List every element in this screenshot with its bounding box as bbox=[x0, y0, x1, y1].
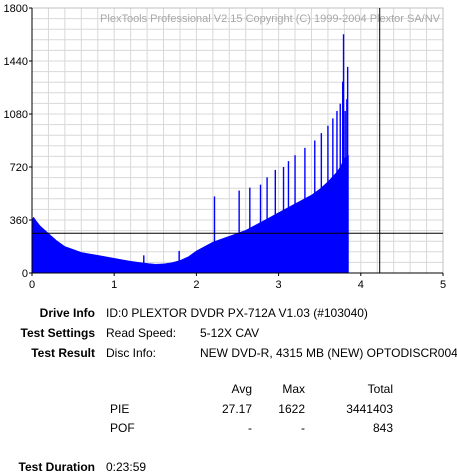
test-settings-label: Test Settings bbox=[20, 326, 95, 340]
read-speed-value: 5-12X CAV bbox=[200, 326, 260, 340]
test-duration-value: 0:23:59 bbox=[106, 460, 147, 474]
reference-lines bbox=[32, 8, 443, 273]
y-tick-label: 1080 bbox=[4, 109, 28, 121]
row-pie-name: PIE bbox=[110, 402, 130, 416]
plot-area bbox=[32, 8, 443, 273]
x-tick-label: 0 bbox=[29, 279, 35, 291]
y-tick-label: 1800 bbox=[4, 3, 28, 15]
drive-info-label: Drive Info bbox=[39, 306, 95, 320]
y-tick-label: 0 bbox=[22, 268, 28, 280]
read-speed-label: Read Speed: bbox=[106, 326, 177, 340]
row-pie-max: 1622 bbox=[278, 402, 305, 416]
disc-info-label: Disc Info: bbox=[106, 346, 157, 360]
pie-envelope-area bbox=[31, 154, 349, 274]
row-pie-total: 3441403 bbox=[346, 402, 393, 416]
x-tick-label: 4 bbox=[358, 279, 364, 291]
y-tick-label: 360 bbox=[10, 215, 28, 227]
y-tick-label: 720 bbox=[10, 162, 28, 174]
header-total: Total bbox=[367, 382, 393, 396]
y-tick-labels: 0 360 720 1080 1440 1800 bbox=[4, 3, 32, 280]
row-pof-name: POF bbox=[110, 421, 135, 435]
x-tick-label: 1 bbox=[111, 279, 117, 291]
header-avg: Avg bbox=[231, 382, 252, 396]
test-result-label: Test Result bbox=[31, 346, 95, 360]
y-tick-label: 1440 bbox=[4, 56, 28, 68]
x-tick-labels: 0 1 2 3 4 5 bbox=[29, 273, 446, 291]
test-duration-label: Test Duration bbox=[18, 460, 95, 474]
x-tick-label: 3 bbox=[276, 279, 282, 291]
x-tick-label: 2 bbox=[193, 279, 199, 291]
disc-info-value: NEW DVD-R, 4315 MB (NEW) OPTODISCR004 bbox=[200, 346, 457, 360]
data-marks bbox=[31, 34, 349, 274]
grid bbox=[31, 7, 444, 274]
row-pof-total: 843 bbox=[372, 421, 393, 435]
row-pof-max: - bbox=[301, 421, 305, 435]
header-max: Max bbox=[282, 382, 305, 396]
x-tick-label: 5 bbox=[440, 279, 446, 291]
copyright-watermark: PlexTools Professional V2.15 Copyright (… bbox=[100, 13, 441, 25]
pie-chart: PlexTools Professional V2.15 Copyright (… bbox=[4, 3, 447, 291]
drive-info-value: ID:0 PLEXTOR DVDR PX-712A V1.03 (#103040… bbox=[106, 306, 368, 320]
row-pof-avg: - bbox=[248, 421, 252, 435]
row-pie-avg: 27.17 bbox=[221, 402, 252, 416]
